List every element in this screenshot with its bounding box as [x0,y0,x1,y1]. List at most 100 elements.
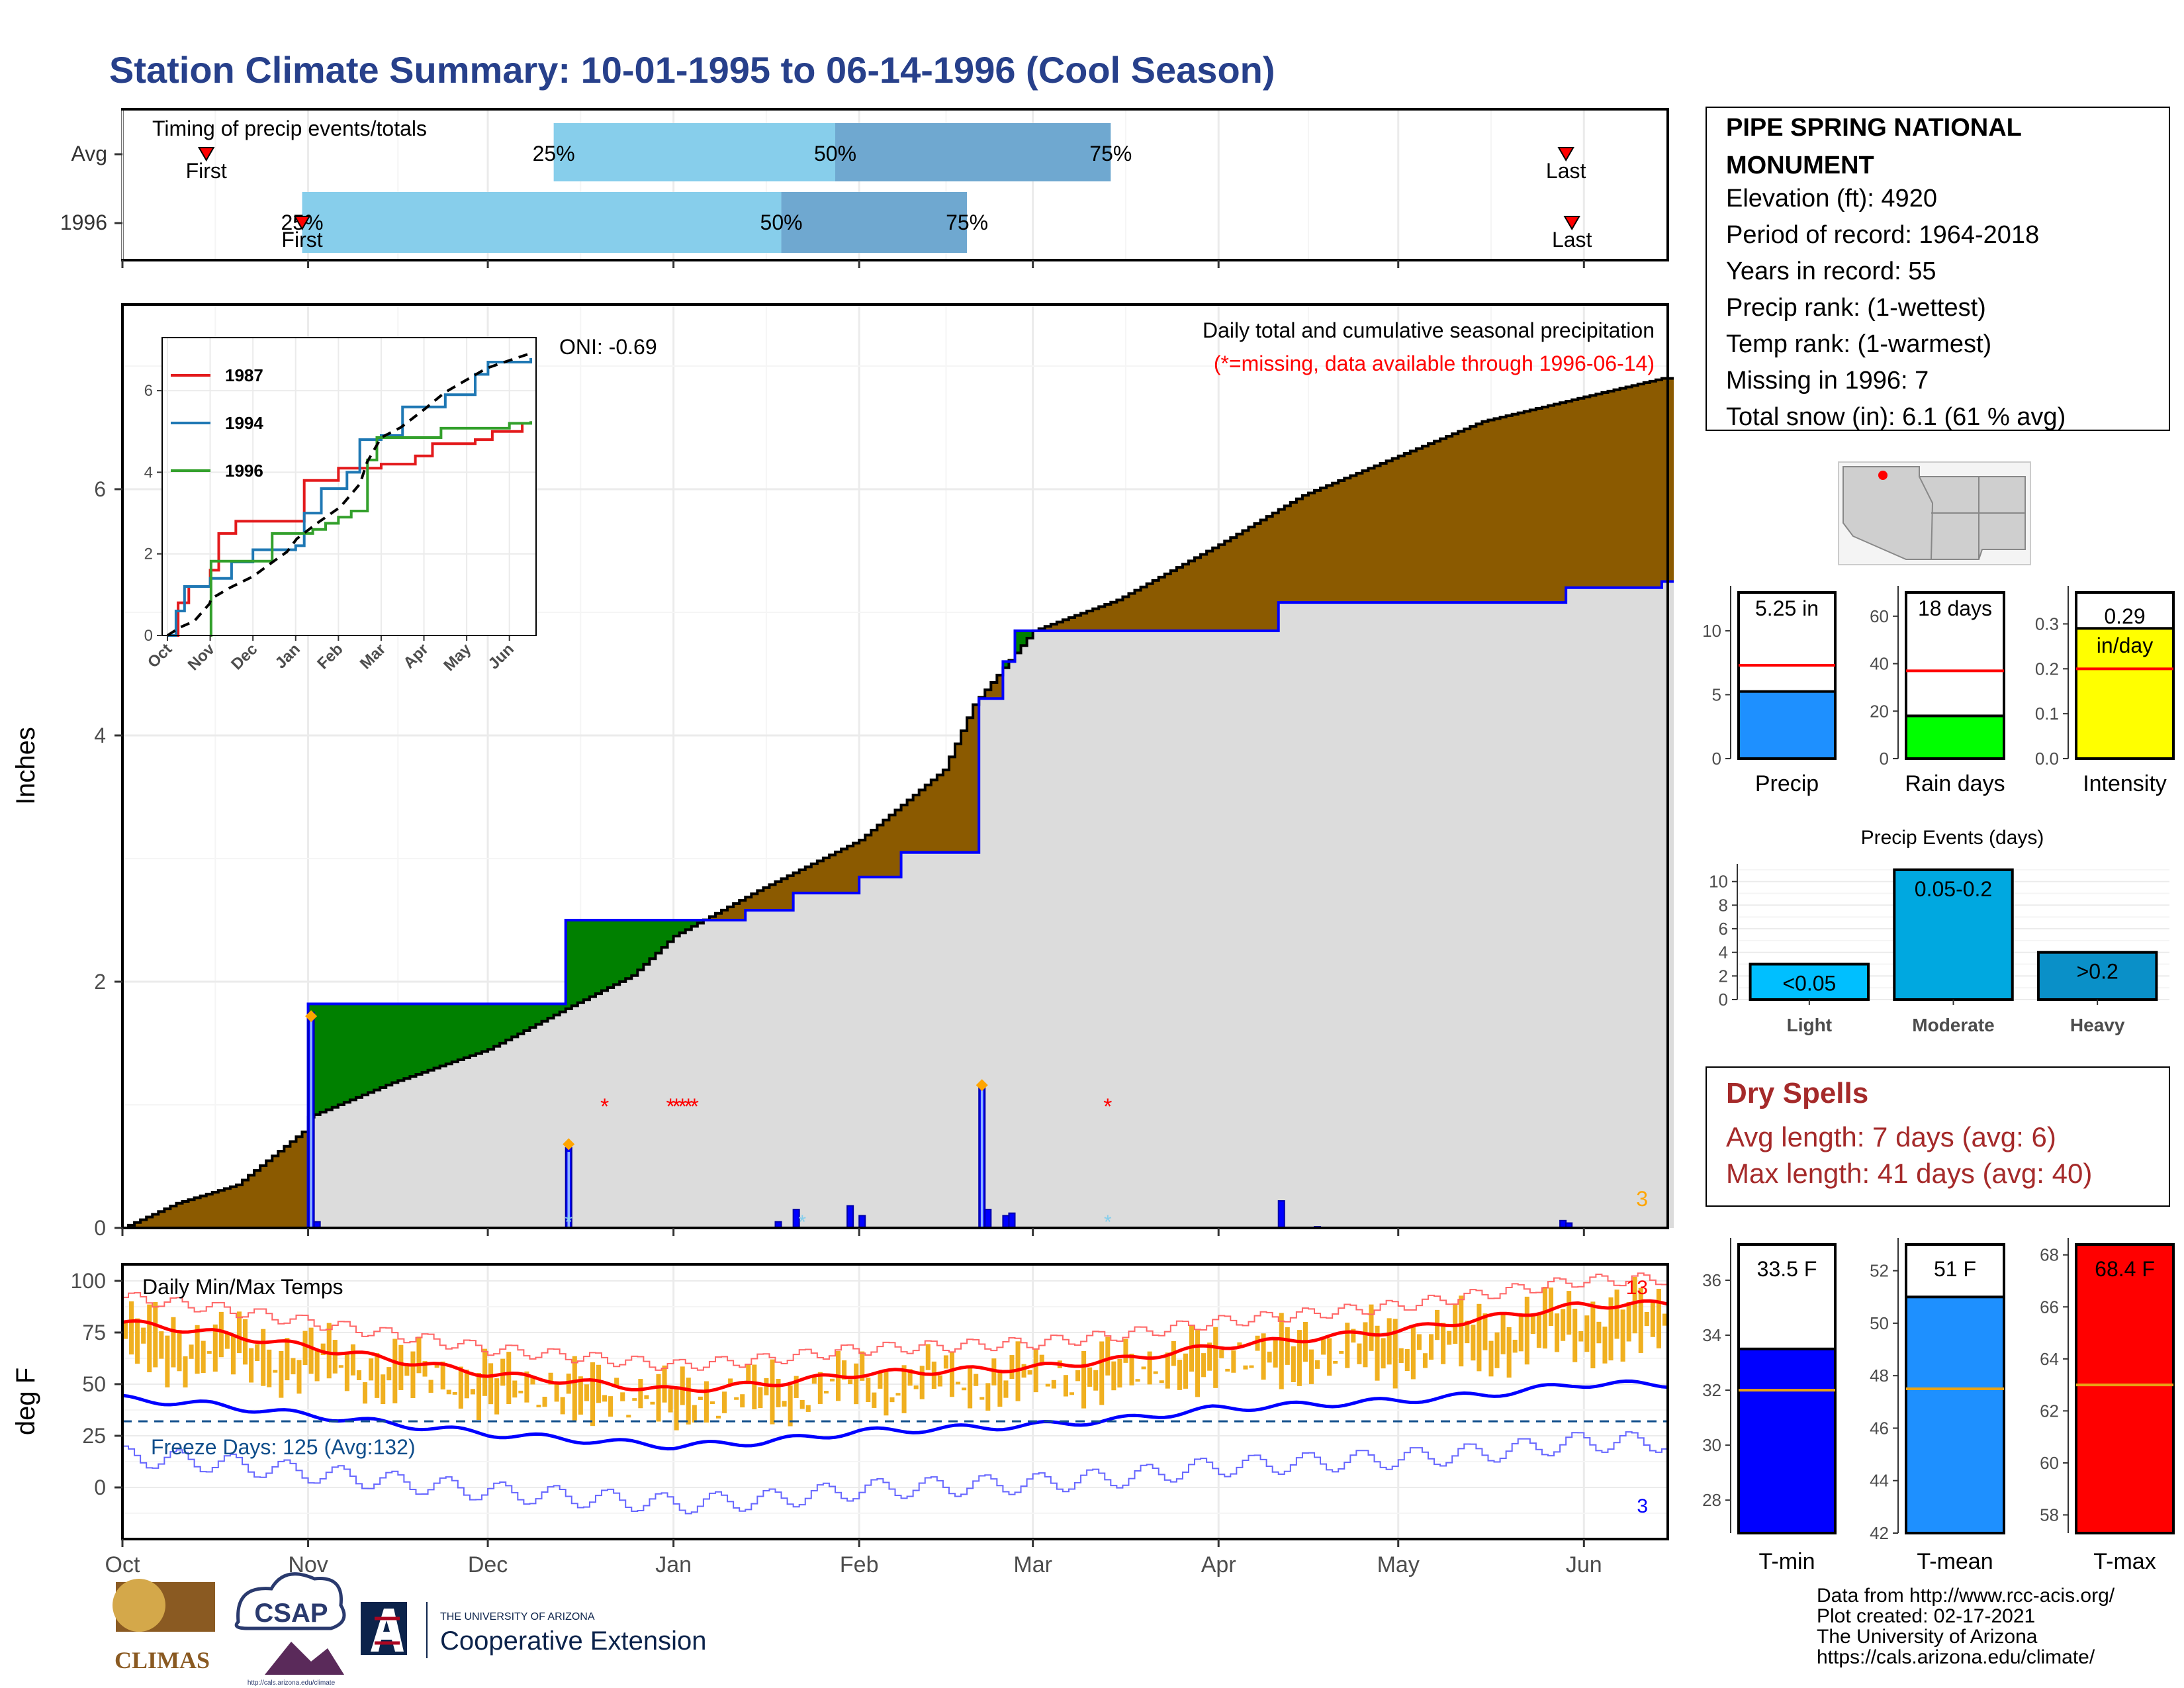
station-name-line1: PIPE SPRING NATIONAL [1726,114,2022,142]
events-ytick-label: 4 [1719,943,1728,962]
daily-temp-range-bar [1602,1327,1608,1364]
daily-temp-range-bar [1327,1338,1332,1376]
daily-temp-range-bar [776,1378,781,1407]
daily-temp-range-bar [1099,1341,1105,1405]
events-ytick-label: 8 [1719,895,1728,915]
daily-temp-range-bar [1003,1380,1009,1398]
page-title: Station Climate Summary: 10-01-1995 to 0… [109,49,1275,91]
missing-day-marker: * [1103,1094,1112,1119]
daily-temp-range-bar [387,1367,392,1381]
daily-temp-range-bar [758,1387,763,1409]
events-ytick-label: 10 [1709,872,1728,892]
month-label: Jan [655,1552,692,1577]
temp-max-count: 13 [1626,1277,1648,1299]
daily-temp-range-bar [1339,1351,1344,1354]
main-plot-frame [121,303,1669,1229]
daily-temp-range-bar [770,1359,775,1425]
daily-temp-range-bar [1249,1365,1254,1368]
record-min-line [122,1431,1668,1515]
daily-temp-range-bar [476,1372,482,1421]
daily-temp-range-bar [698,1396,703,1400]
timing-p50-label: 50% [760,211,803,234]
daily-temp-range-bar [129,1301,134,1355]
tmax-category-label: T-max [2093,1549,2156,1574]
footer-line1: Data from http://www.rcc-acis.org/ [1817,1585,2115,1607]
daily-temp-range-bar [195,1325,200,1374]
precip-total-ytick-label: 0 [1712,749,1721,769]
events-category-label: Light [1787,1015,1832,1035]
daily-temp-range-bar [1398,1348,1404,1363]
daily-temp-range-bar [1315,1360,1320,1369]
missing-day-marker: * [678,1094,687,1119]
daily-temp-range-bar [236,1311,242,1354]
daily-temp-range-bar [1308,1349,1314,1384]
daily-temp-range-bar [1117,1358,1122,1387]
daily-temp-range-bar [866,1378,871,1403]
daily-temp-range-bar [363,1382,368,1404]
month-label: Mar [1013,1552,1052,1577]
daily-temp-range-bar [674,1389,679,1430]
daily-temp-range-bar [1123,1338,1128,1363]
daily-temp-range-bar [1512,1339,1518,1353]
station-location-dot [1878,471,1888,480]
month-label: Dec [468,1552,508,1577]
timing-first-marker [197,147,215,162]
station-info-box: PIPE SPRING NATIONAL MONUMENT Elevation … [1706,107,2170,431]
daily-temp-range-bar [452,1391,457,1395]
daily-temp-range-bar [1081,1350,1087,1409]
daily-temp-range-bar [1033,1348,1038,1393]
below-average-area [128,378,1674,1228]
daily-temp-range-bar [1488,1340,1494,1377]
tmax-ytick-label: 68 [2040,1245,2059,1265]
daily-temp-range-bar [1620,1309,1625,1362]
daily-temp-range-bar [811,1377,817,1384]
daily-temp-range-bar [302,1331,308,1366]
daily-temp-range-bar [782,1401,787,1407]
daily-temp-range-bar [1422,1353,1428,1368]
station-snow: Total snow (in): 6.1 (61 % avg) [1726,403,2066,431]
tmin-ytick-label: 34 [1702,1325,1721,1345]
daily-temp-range-bar [1345,1323,1350,1368]
daily-temp-range-bar [1524,1296,1529,1365]
daily-temp-range-bar [1357,1343,1362,1364]
daily-temp-range-bar [943,1355,948,1369]
timing-label: Timing of precip events/totals [152,117,427,140]
daily-temp-range-bar [536,1405,541,1408]
rain-days-ytick-label: 20 [1870,701,1889,721]
missing-day-marker: * [666,1094,674,1119]
daily-temp-range-bar [500,1358,506,1386]
daily-temp-range-bar [1561,1309,1566,1341]
daily-temp-range-bar [255,1344,260,1362]
daily-temp-range-bar [189,1344,194,1359]
temp-plot-bg [122,1264,1668,1539]
daily-temp-range-bar [1494,1332,1500,1368]
daily-temp-range-bar [141,1327,146,1344]
events-ytick-label: 2 [1719,966,1728,986]
dry-spells-box: Dry Spells Avg length: 7 days (avg: 6) M… [1706,1066,2170,1207]
ua-logo: THE UNIVERSITY OF ARIZONA Cooperative Ex… [361,1602,706,1658]
precip-total-bar [1737,690,1837,761]
daily-temp-range-bar [512,1380,518,1398]
precip-total-value-label: 5.25 in [1755,596,1819,620]
month-label: Jun [1566,1552,1602,1577]
daily-temp-range-bar [602,1395,608,1402]
daily-temp-range-bar [1273,1337,1278,1368]
csap-logo: CSAP http://cals.arizona.edu/climate [234,1572,346,1687]
daily-temp-range-bar [1333,1360,1338,1364]
daily-temp-range-bar [860,1351,865,1381]
tmean-ytick-label: 50 [1870,1313,1889,1333]
daily-temp-range-bar [1471,1325,1476,1361]
daily-temp-range-bar [422,1361,428,1377]
tmin-category-label: T-min [1759,1549,1815,1574]
precip-total-chart: 0 5 10 5.25 in Precip [1702,586,1837,796]
main-corner-count: 3 [1636,1187,1648,1211]
inset-bg [162,338,536,635]
daily-temp-range-bar [554,1383,559,1402]
timing-first-label: First [186,159,227,183]
daily-temp-range-bar [344,1353,349,1391]
daily-temp-range-bar [350,1344,355,1376]
daily-temp-range-bar [314,1350,320,1382]
timing-first-marker [293,216,311,230]
daily-temp-range-bar [1459,1295,1464,1367]
dry-spells-title: Dry Spells [1726,1077,1868,1109]
